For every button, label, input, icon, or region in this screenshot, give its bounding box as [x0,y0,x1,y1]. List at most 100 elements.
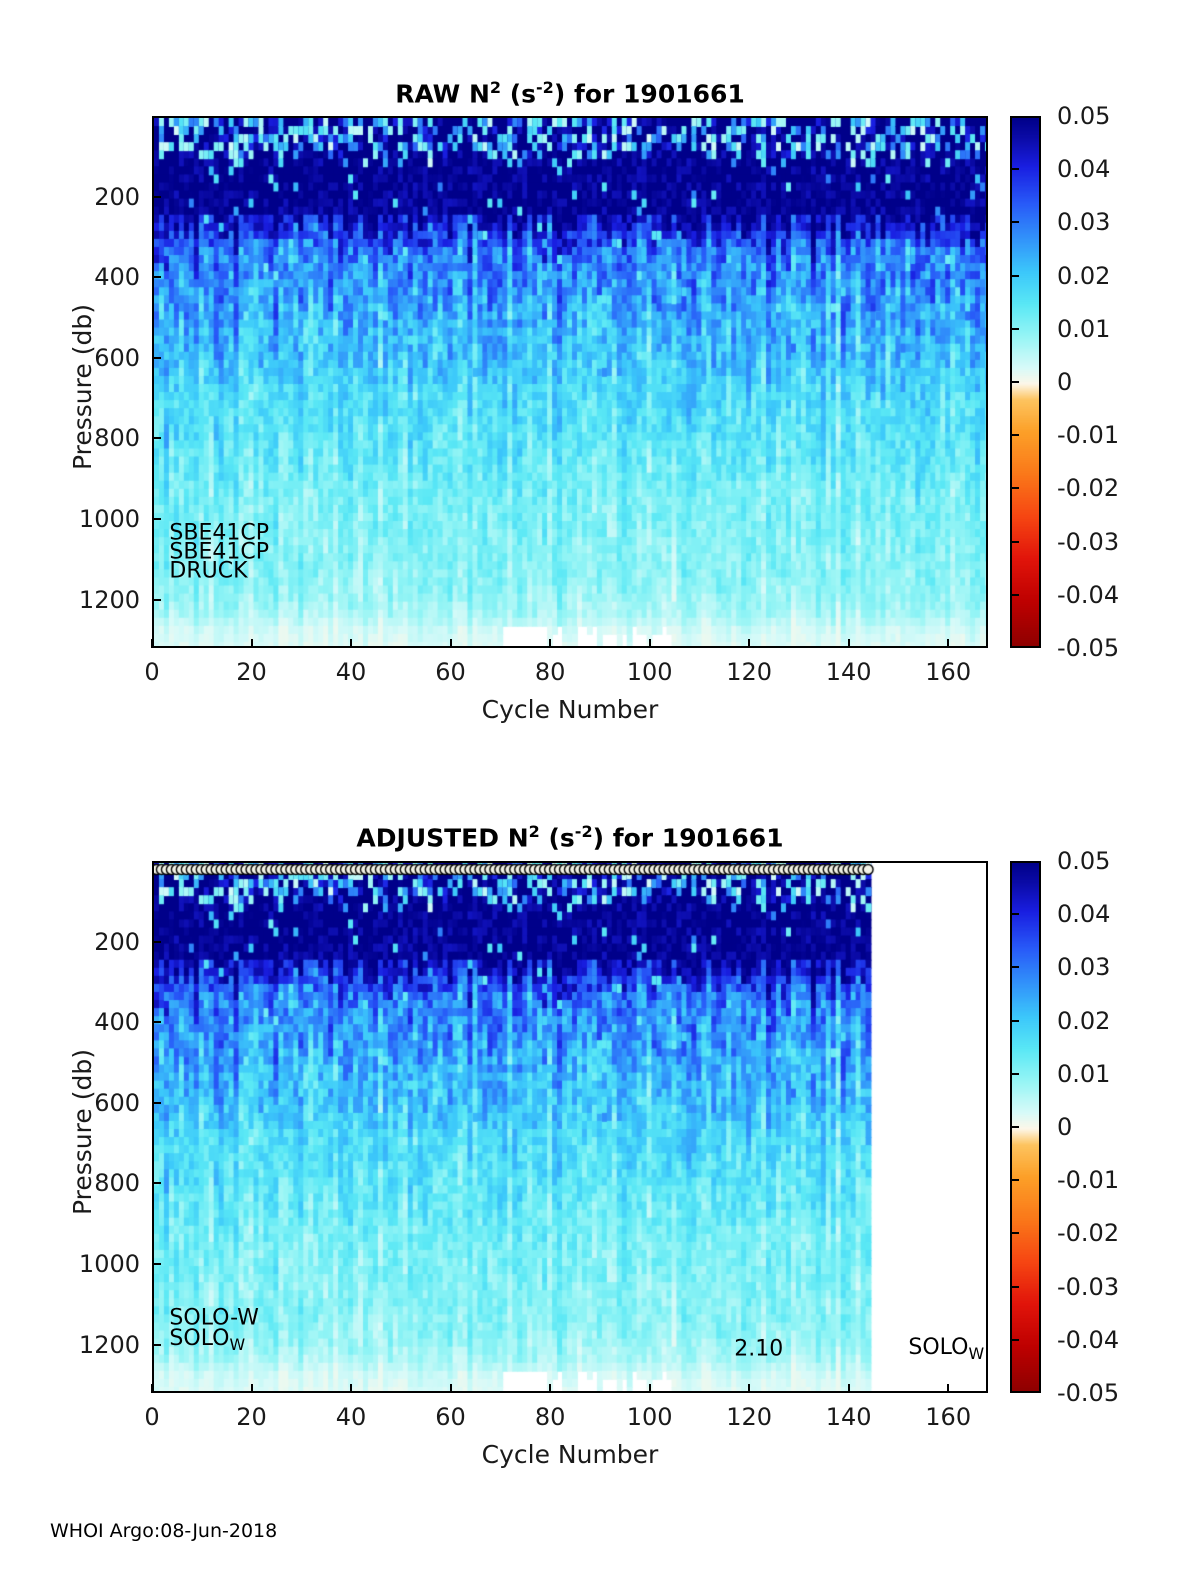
x-tick-label: 80 [534,658,566,686]
colorbar-tick-label: 0.01 [1057,1059,1111,1088]
plot-annotation-subscript: W [229,1335,246,1355]
colorbar-tickmark [1010,1126,1019,1128]
colorbar-tick-label: -0.03 [1057,1272,1120,1301]
colorbar-tick-label: -0.02 [1057,1219,1120,1248]
panel-raw-plot-area[interactable] [152,116,988,648]
x-tick-label: 80 [534,1403,566,1431]
y-tickmark [152,1263,161,1266]
y-tick-label: 1000 [78,1250,140,1279]
colorbar-tick-label: 0.03 [1057,208,1111,237]
x-tickmark [449,1384,452,1393]
panel-raw-x-axis-label: Cycle Number [481,695,659,724]
y-tickmark [152,940,161,943]
x-tick-label: 140 [825,658,872,686]
y-tick-label: 800 [94,1169,140,1198]
x-tick-label: 120 [726,658,773,686]
colorbar-tick-label: -0.04 [1057,1325,1120,1354]
x-tickmark [947,639,950,648]
plot-annotation: SOLOW [169,1324,245,1356]
y-tickmark [152,195,161,198]
panel-adjusted-title: ADJUSTED N2 (s-2) for 1901661 [152,822,988,852]
x-tickmark [151,639,153,648]
plot-annotation: DRUCK [169,556,247,585]
y-tick-label: 600 [94,1088,140,1117]
y-tickmark [152,1343,161,1346]
colorbar-tickmark [1010,434,1019,437]
colorbar-tickmark [1010,593,1019,596]
panel-raw-title-unit-open: (s [501,79,537,109]
x-tick-label: 120 [726,1403,773,1431]
colorbar-tick-label: -0.05 [1057,1379,1120,1407]
y-tickmark [152,518,161,521]
y-tick-label: 800 [94,424,140,453]
colorbar-tick-label: 0 [1057,368,1073,396]
colorbar-tick-label: -0.01 [1057,421,1120,450]
x-tick-label: 20 [236,658,267,686]
x-tick-label: 140 [825,1403,872,1431]
panel-adjusted-title-sup: 2 [528,822,540,841]
y-tick-label: 200 [94,927,140,956]
x-tick-label: 100 [626,1403,673,1431]
x-tick-label: 160 [925,1403,972,1431]
y-tick-label: 1200 [78,1330,140,1359]
plot-annotation-text: SOLO [169,1325,230,1351]
y-tick-label: 400 [94,1008,140,1037]
plot-annotation: SBE41CP [169,538,269,567]
plot-annotation-text: SOLO-W [169,1305,259,1331]
colorbar-tick-label: -0.05 [1057,634,1120,662]
x-tickmark [449,639,452,648]
colorbar-tickmark [1010,381,1019,383]
x-tickmark [350,639,353,648]
x-tick-label: 20 [236,1403,267,1431]
y-tick-label: 1000 [78,505,140,534]
y-tick-label: 1200 [78,585,140,614]
plot-annotation-text: SBE41CP [169,520,269,546]
y-tick-label: 400 [94,263,140,292]
plot-annotation-subscript: W [968,1344,985,1364]
colorbar-tick-label: -0.01 [1057,1166,1120,1195]
colorbar-tick-label: 0.03 [1057,953,1111,982]
colorbar-tickmark [1010,1179,1019,1182]
colorbar-tick-label: -0.04 [1057,580,1120,609]
x-tickmark [847,639,850,648]
colorbar-tick-label: 0 [1057,1113,1073,1141]
panel-raw-title-prefix: RAW N [395,79,490,109]
figure-footer: WHOI Argo:08-Jun-2018 [50,1520,278,1542]
colorbar-tick-label: 0.04 [1057,900,1111,929]
x-tickmark [748,639,751,648]
colorbar-tick-label: 0.01 [1057,314,1111,343]
panel-adjusted-plot-area[interactable] [152,861,988,1393]
x-tickmark [549,639,552,648]
panel-raw-title-sup: 2 [489,78,502,97]
colorbar-tickmark [1010,1019,1019,1022]
x-tickmark [748,1384,751,1393]
x-tickmark [947,1384,950,1393]
colorbar-tickmark [1010,540,1019,543]
x-tickmark [648,639,651,648]
plot-annotation-text: SOLO [908,1335,969,1361]
panel-adjusted-title-prefix: ADJUSTED N [356,823,529,853]
colorbar-tick-label: 0.04 [1057,155,1111,184]
y-tickmark [152,1101,161,1104]
colorbar-tickmark [1010,966,1019,969]
panel-raw-title: RAW N2 (s-2) for 1901661 [152,78,988,108]
colorbar-tick-label: 0.05 [1057,847,1111,875]
colorbar-tickmark [1010,168,1019,171]
plot-annotation: 2.10 [734,1335,783,1364]
plot-annotation-text: DRUCK [169,558,248,584]
colorbar-tickmark [1010,913,1019,916]
x-tick-label: 0 [144,1403,160,1431]
plot-annotation: SOLOW [908,1333,984,1365]
x-tick-label: 40 [335,1403,367,1431]
plot-annotation-text: SBE41CP [169,539,269,565]
x-tickmark [549,1384,552,1393]
colorbar-tickmark [1010,274,1019,277]
x-tickmark [250,1384,253,1393]
y-tickmark [152,1182,161,1185]
colorbar-tick-label: 0.02 [1057,261,1111,290]
colorbar-tickmark [1010,487,1019,490]
y-tick-label: 600 [94,343,140,372]
panel-adjusted-title-id: 1901661 [661,823,784,853]
plot-annotation: SOLO-W [169,1304,258,1333]
panel-raw-title-id: 1901661 [623,79,745,109]
